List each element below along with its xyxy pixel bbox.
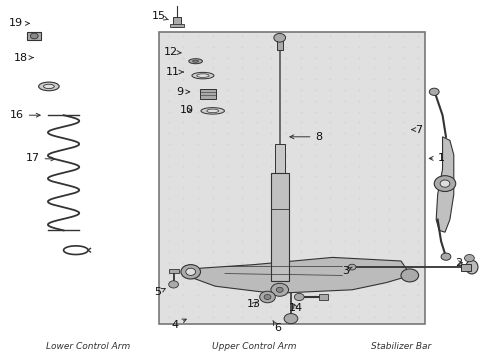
Bar [168,269,179,273]
Circle shape [168,281,178,288]
Circle shape [464,255,473,262]
Circle shape [294,293,304,301]
Text: 12: 12 [163,47,181,57]
Bar [170,24,183,27]
Bar [274,144,284,180]
Text: 9: 9 [176,87,189,97]
Ellipse shape [465,260,477,274]
Circle shape [273,33,285,42]
Bar [200,89,215,99]
Text: 3: 3 [342,266,351,276]
Bar [270,173,288,281]
Text: 7: 7 [411,125,421,135]
Text: 5: 5 [154,287,165,297]
Polygon shape [435,137,453,232]
Text: 4: 4 [171,319,186,330]
Circle shape [347,264,355,270]
Text: 10: 10 [180,105,194,115]
Text: 19: 19 [9,18,29,28]
Text: 8: 8 [289,132,322,142]
Circle shape [284,314,297,324]
Ellipse shape [196,74,209,77]
Text: 17: 17 [25,153,55,163]
Text: 18: 18 [14,53,33,63]
Text: 6: 6 [272,320,280,333]
Text: 15: 15 [151,11,168,21]
Bar [318,294,327,300]
Ellipse shape [39,82,59,91]
Circle shape [433,176,455,192]
Text: 13: 13 [246,299,261,309]
Polygon shape [185,257,410,293]
Ellipse shape [191,72,214,79]
Circle shape [185,268,195,275]
Bar [27,32,41,40]
Text: 16: 16 [10,110,40,120]
Text: 1: 1 [428,153,444,163]
Circle shape [428,88,438,95]
Text: Upper Control Arm: Upper Control Arm [212,342,296,351]
Bar [159,32,425,324]
Circle shape [181,265,200,279]
Circle shape [270,283,288,296]
Ellipse shape [206,109,218,113]
Text: 2: 2 [454,258,462,268]
Bar [173,17,181,27]
Circle shape [400,269,418,282]
Bar [276,40,282,50]
Text: Lower Control Arm: Lower Control Arm [46,342,130,351]
Ellipse shape [43,84,54,89]
Circle shape [276,287,283,292]
Text: 14: 14 [288,303,302,313]
Circle shape [259,291,275,303]
Ellipse shape [201,108,224,114]
Circle shape [439,180,449,187]
Circle shape [30,33,38,39]
Ellipse shape [192,60,198,62]
Circle shape [264,294,270,300]
Circle shape [440,253,450,260]
Text: 11: 11 [166,67,183,77]
Text: Stabilizer Bar: Stabilizer Bar [370,342,430,351]
Ellipse shape [188,59,202,64]
Bar [460,264,470,271]
